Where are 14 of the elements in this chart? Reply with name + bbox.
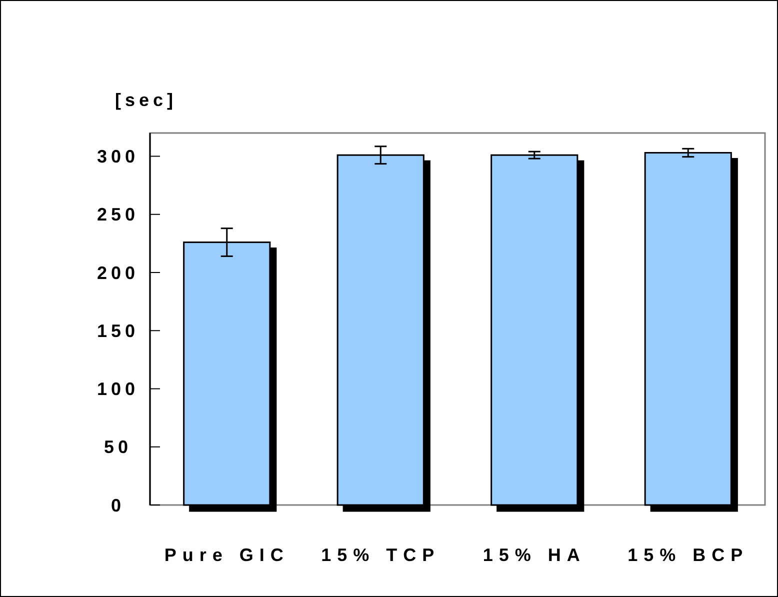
x-tick-label: 15% BCP: [628, 545, 749, 565]
bar: [490, 154, 578, 506]
y-tick-label: 200: [96, 262, 140, 283]
x-tick-label: Pure GIC: [164, 545, 290, 565]
x-tick-label: 15% HA: [482, 545, 586, 565]
x-tick-label: 15% TCP: [321, 545, 440, 565]
y-tick-label: 50: [104, 437, 132, 458]
y-tick-label: 250: [96, 204, 140, 225]
y-tick-label: 0: [110, 495, 126, 516]
bar: [644, 152, 732, 506]
y-axis-title: [sec]: [115, 90, 178, 110]
y-tick-label: 100: [96, 379, 140, 400]
y-tick-label: 150: [96, 320, 140, 341]
y-tick-label: 300: [96, 146, 140, 167]
